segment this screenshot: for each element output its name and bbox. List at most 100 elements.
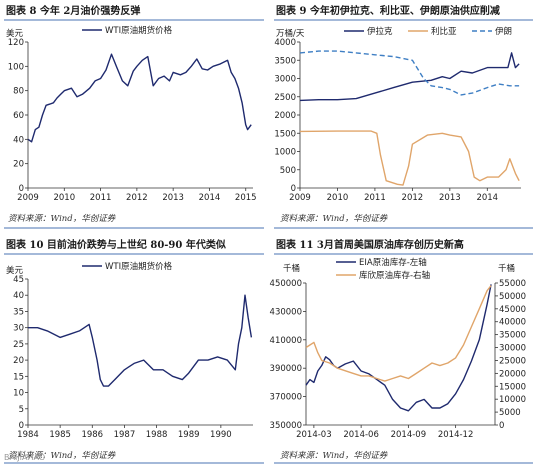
x-tick-label: 1984	[17, 430, 39, 440]
x-tick-label: 2014-09	[391, 430, 427, 440]
watermark: BAIJIAHAO	[4, 453, 45, 462]
legend-label-0: 伊拉克	[367, 26, 393, 37]
y-tick-label: 100	[8, 62, 24, 72]
y-tick-label: 120	[8, 38, 24, 48]
series-line-0	[299, 52, 520, 102]
series-line-2	[299, 50, 520, 96]
plot-area: 0 5 10 15 20 25 30 35 40 45 1984 1985 1986 1987 1988 19…	[6, 261, 253, 440]
x-tick-label: 2011	[90, 193, 112, 203]
y-tick-label: 3000	[274, 75, 296, 85]
source-note: 资料来源：Wind，华创证券	[280, 213, 389, 224]
series-line-0	[305, 284, 492, 412]
x-tick-label: 2014	[199, 193, 221, 203]
x-tick-label: 2013	[162, 193, 184, 203]
y-right-tick-label: 0	[499, 421, 504, 431]
y-right-tick-label: 45000	[499, 305, 526, 315]
y-tick-label: 30	[13, 324, 24, 334]
x-tick-label: 1988	[146, 430, 168, 440]
x-tick-label: 2014-03	[296, 430, 332, 440]
y-tick-label: 450000	[270, 279, 302, 289]
y-tick-label: 25	[13, 340, 24, 350]
plot-area: 350000 370000 390000 410000 430000 450000 0 500…	[270, 257, 527, 440]
series-line-0	[27, 53, 252, 143]
y-right-tick-label: 25000	[499, 356, 526, 366]
source-note: 资料来源：Wind，华创证券	[8, 450, 117, 461]
panel-wti-2009-2015: 图表 8 今年 2月油价强势反弹 资料来源：Wind，华创证券 0 20 40 60 8…	[4, 4, 264, 229]
y-tick-label: 370000	[270, 393, 302, 403]
y-tick-label: 35	[13, 307, 24, 317]
series-line-1	[299, 130, 520, 186]
y-right-tick-label: 20000	[499, 369, 526, 379]
y-right-tick-label: 40000	[499, 318, 526, 328]
x-tick-label: 2013	[439, 193, 461, 203]
panel-wti-1984-1991: 图表 10 目前油价跌势与上世纪 80-90 年代类似 资料来源：Wind，华创…	[4, 238, 264, 464]
y-tick-label: 15	[13, 372, 24, 382]
x-tick-label: 2009	[289, 193, 311, 203]
y-tick-label: 20	[13, 356, 24, 366]
panel-title: 图表 8 今年 2月油价强势反弹	[6, 4, 140, 17]
y-tick-label: 3500	[274, 56, 296, 66]
x-tick-label: 1987	[114, 430, 136, 440]
x-tick-label: 2014-06	[343, 430, 379, 440]
panel-title: 图表 10 目前油价跌势与上世纪 80-90 年代类似	[6, 238, 226, 251]
y-tick-label: 350000	[270, 421, 302, 431]
y-right-tick-label: 55000	[499, 279, 526, 289]
y-tick-label: 45	[13, 275, 24, 285]
y-tick-label: 0	[19, 421, 24, 431]
y-unit-label: 美元	[6, 28, 24, 39]
y-right-unit-label: 千桶	[498, 263, 515, 274]
y-tick-label: 40	[13, 291, 24, 301]
x-tick-label: 2009	[17, 193, 39, 203]
y-tick-label: 1000	[274, 148, 296, 158]
source-note: 资料来源：Wind，华创证券	[8, 213, 117, 224]
x-tick-label: 1986	[81, 430, 103, 440]
x-tick-label: 2014	[476, 193, 498, 203]
y-tick-label: 1500	[274, 129, 296, 139]
legend-label-1: 库欣原油库存-右轴	[359, 270, 430, 281]
x-tick-label: 2011	[364, 193, 386, 203]
y-unit-label: 万桶/天	[276, 28, 305, 39]
x-tick-label: 2010	[53, 193, 75, 203]
y-tick-label: 0	[19, 184, 24, 194]
y-tick-label: 60	[13, 111, 24, 121]
y-right-tick-label: 5000	[499, 408, 521, 418]
panel-title: 图表 11 3月首周美国原油库存创历史新高	[276, 238, 464, 251]
y-tick-label: 40	[13, 135, 24, 145]
plot-area: 0 500 1000 1500 2000 2500 3000 3500 4000 2009 2010…	[274, 26, 521, 203]
y-tick-label: 80	[13, 87, 24, 97]
y-tick-label: 20	[13, 160, 24, 170]
x-tick-label: 2015	[235, 193, 257, 203]
y-tick-label: 430000	[270, 307, 302, 317]
y-right-tick-label: 50000	[499, 292, 526, 302]
source-note: 资料来源：Wind，华创证券	[280, 450, 389, 461]
series-line-1	[305, 285, 492, 382]
y-tick-label: 0	[291, 184, 296, 194]
y-tick-label: 390000	[270, 364, 302, 374]
series-line-0	[28, 294, 253, 387]
y-tick-label: 5	[19, 405, 24, 415]
x-tick-label: 1989	[178, 430, 200, 440]
y-tick-label: 2000	[274, 111, 296, 121]
plot-area: 0 20 40 60 80 100 120 2009 2010 2011 2012 2013 2014 2…	[6, 25, 257, 203]
x-tick-label: 2012	[402, 193, 424, 203]
legend-label-0: WTI原油期货价格	[105, 261, 173, 272]
x-tick-label: 1985	[49, 430, 71, 440]
panel-us-crude-inventory: 图表 11 3月首周美国原油库存创历史新高 资料来源：Wind，华创证券 350…	[270, 238, 533, 464]
panel-supply-cut: 图表 9 今年初伊拉克、利比亚、伊朗原油供应削减 资料来源：Wind，华创证券 …	[274, 4, 533, 229]
y-tick-label: 2500	[274, 93, 296, 103]
y-right-tick-label: 30000	[499, 344, 526, 354]
y-tick-label: 500	[280, 166, 296, 176]
y-unit-label: 美元	[6, 265, 24, 276]
legend-label-2: 伊朗	[495, 26, 512, 37]
legend-label-1: 利比亚	[431, 26, 457, 37]
x-tick-label: 1990	[210, 430, 232, 440]
y-tick-label: 10	[13, 389, 24, 399]
x-tick-label: 2012	[126, 193, 148, 203]
y-right-tick-label: 15000	[499, 382, 526, 392]
legend-label-0: EIA原油库存-左轴	[359, 257, 427, 268]
x-tick-label: 2014-12	[438, 430, 474, 440]
panel-title: 图表 9 今年初伊拉克、利比亚、伊朗原油供应削减	[276, 4, 500, 17]
x-tick-label: 2010	[327, 193, 349, 203]
y-right-tick-label: 10000	[499, 395, 526, 405]
